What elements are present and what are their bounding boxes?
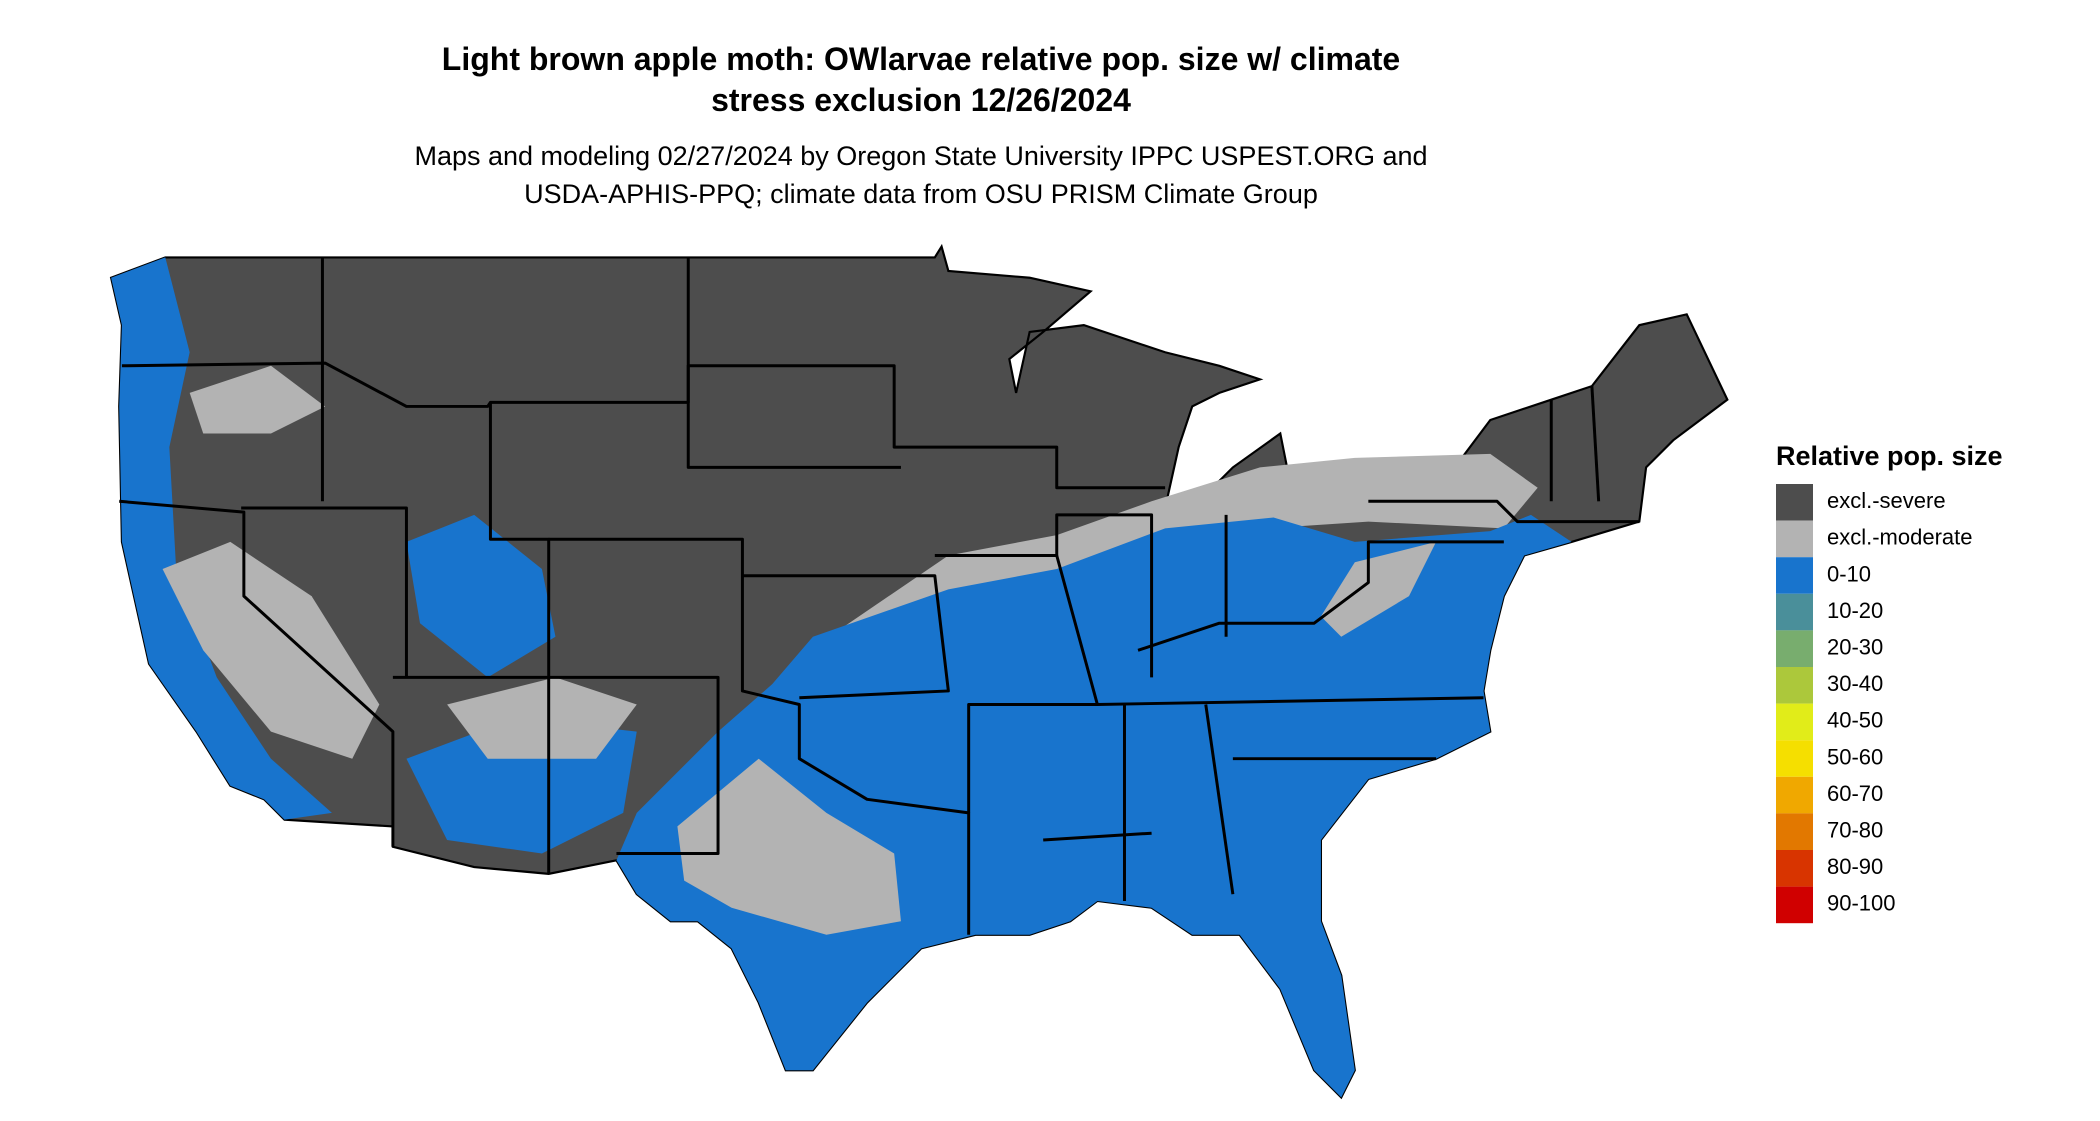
legend: excl.-severe excl.-moderate 0-10 10-20 20-30… [1776, 484, 1973, 924]
title-line: Light brown apple moth: OWlarvae relativ… [442, 41, 1400, 77]
legend-swatch [1776, 557, 1813, 594]
legend-label: excl.-moderate [1827, 525, 1973, 550]
legend-label: 10-20 [1827, 598, 1883, 623]
subtitle-line: Maps and modeling 02/27/2024 by Oregon S… [414, 141, 1427, 171]
us-map [109, 243, 1729, 1100]
moderate-zone [162, 541, 380, 759]
legend-swatch [1776, 813, 1813, 850]
legend-label: 30-40 [1827, 671, 1883, 696]
suitable-zone [616, 514, 1572, 1098]
moderate-zone [1320, 541, 1437, 637]
legend-label: 60-70 [1827, 781, 1883, 806]
state-borders [119, 257, 1640, 935]
legend-label: 80-90 [1827, 854, 1883, 879]
title-line: stress exclusion 12/26/2024 [711, 82, 1131, 118]
legend-swatch [1776, 520, 1813, 558]
legend-swatch [1776, 703, 1813, 741]
legend-label: 40-50 [1827, 708, 1883, 733]
legend-swatch [1776, 850, 1813, 887]
legend-swatch [1776, 630, 1813, 667]
moderate-zone [189, 365, 326, 434]
legend-label: 50-60 [1827, 744, 1883, 769]
legend-swatch [1776, 776, 1813, 814]
legend-label: 70-80 [1827, 818, 1883, 843]
legend-label: excl.-severe [1827, 488, 1946, 513]
suitable-zone [111, 257, 332, 820]
legend-swatch [1776, 740, 1813, 777]
legend-swatch [1776, 484, 1813, 521]
moderate-zone [447, 677, 637, 759]
legend-swatch [1776, 593, 1813, 631]
suitable-zone [406, 514, 556, 678]
subtitle-line: USDA-APHIS-PPQ; climate data from OSU PR… [524, 179, 1318, 209]
moderate-zone [677, 758, 901, 935]
legend-swatch [1776, 667, 1813, 704]
legend-label: 90-100 [1827, 891, 1896, 916]
legend-label: 20-30 [1827, 635, 1883, 660]
legend-title: Relative pop. size [1776, 441, 2003, 471]
moderate-zone [799, 453, 1538, 671]
legend-label: 0-10 [1827, 561, 1871, 586]
legend-swatch [1776, 886, 1813, 924]
